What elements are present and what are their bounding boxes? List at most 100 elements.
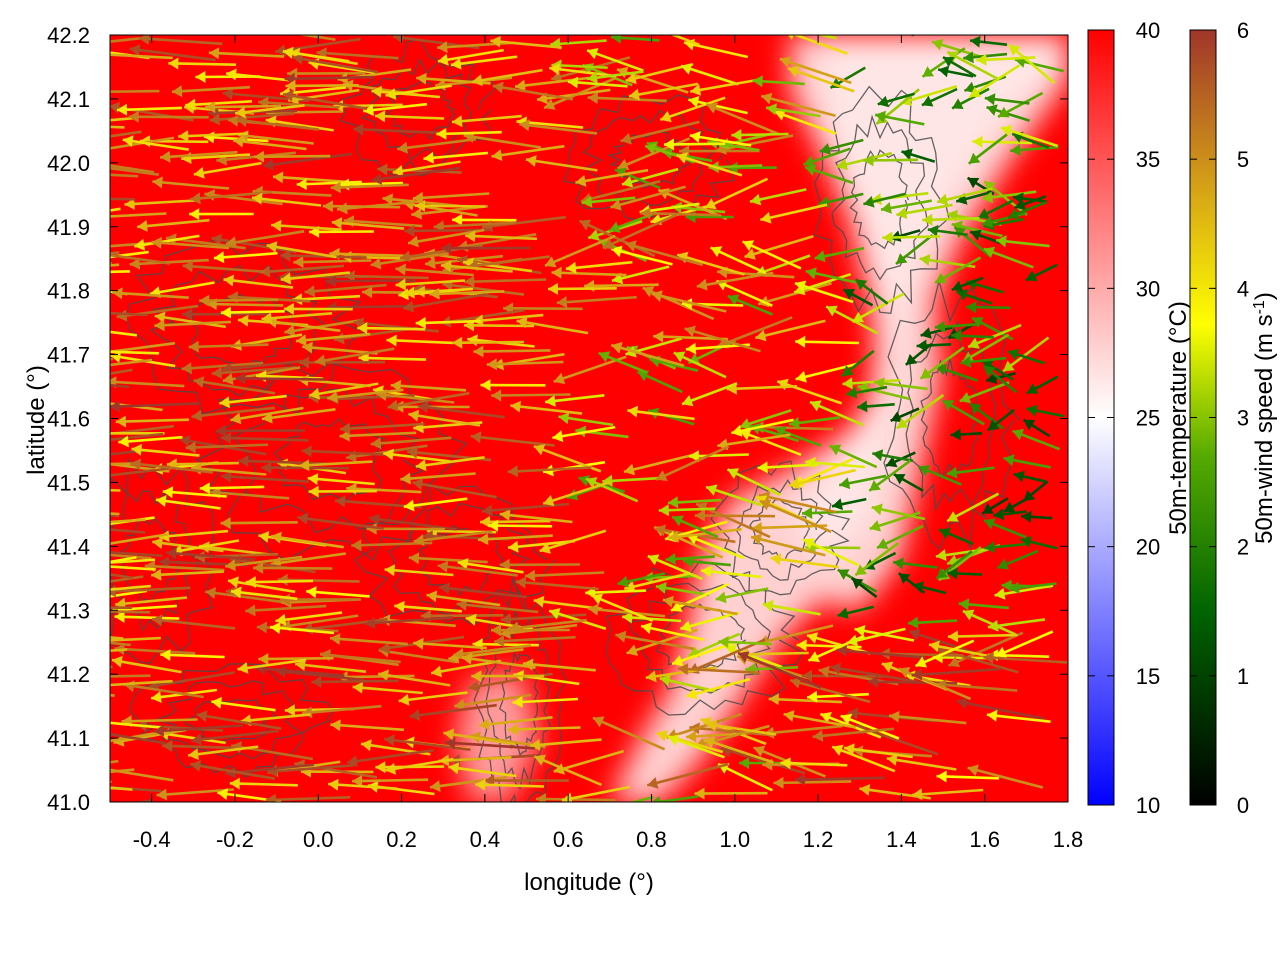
wind-arrow — [253, 150, 331, 163]
wind-arrow — [110, 648, 128, 653]
wind-arrow — [344, 270, 429, 283]
wind-arrow — [759, 499, 832, 533]
contour-line — [582, 109, 715, 207]
wind-arrow — [270, 531, 344, 549]
wind-arrow — [922, 213, 980, 226]
wind-arrow — [535, 793, 616, 802]
wind-arrow — [670, 582, 729, 612]
wind-arrow — [806, 632, 871, 655]
wind-arrow — [199, 294, 279, 307]
colorbar-tick-label: 4 — [1237, 276, 1249, 301]
wind-arrow — [287, 67, 366, 80]
wind-arrow — [807, 690, 869, 703]
wind-arrow — [162, 740, 248, 752]
wind-arrow — [110, 513, 120, 518]
wind-arrow — [275, 666, 365, 682]
wind-arrow — [877, 92, 915, 108]
wind-arrow — [770, 553, 839, 569]
wind-arrow — [843, 743, 913, 759]
wind-arrow — [814, 246, 865, 263]
wind-arrow — [110, 116, 134, 122]
wind-arrow — [617, 572, 666, 588]
wind-arrow — [686, 677, 751, 700]
wind-arrow — [676, 152, 743, 177]
wind-arrow — [452, 213, 517, 226]
wind-arrow — [795, 335, 860, 348]
wind-arrow — [236, 115, 319, 131]
wind-arrow — [471, 670, 545, 683]
wind-arrow — [1003, 454, 1051, 469]
wind-arrow — [327, 388, 404, 403]
wind-arrow — [816, 35, 837, 40]
wind-arrow — [284, 72, 375, 85]
wind-arrow — [969, 402, 1005, 430]
wind-arrow — [112, 287, 189, 300]
wind-arrow — [760, 92, 836, 117]
wind-arrow — [299, 459, 373, 472]
wind-arrow — [211, 366, 296, 379]
wind-arrow — [983, 180, 1028, 216]
wind-arrow — [960, 356, 1007, 368]
wind-arrow — [739, 429, 802, 457]
colorbar-tick-label: 15 — [1136, 664, 1160, 689]
y-tick-label: 42.2 — [47, 23, 90, 48]
wind-arrow — [659, 674, 716, 693]
wind-arrow — [956, 289, 993, 305]
wind-arrow — [658, 504, 716, 517]
wind-arrow — [780, 757, 848, 770]
wind-arrow — [893, 557, 938, 570]
wind-arrow — [873, 377, 928, 391]
wind-arrow — [110, 270, 130, 274]
wind-speed-colorbar: 0 1 2 3 4 5 6 50m-wind speed (m s-1) — [1189, 18, 1278, 818]
wind-arrow — [868, 459, 912, 492]
wind-arrow — [610, 342, 685, 368]
wind-arrow — [997, 91, 1044, 119]
wind-arrow — [705, 484, 762, 507]
wind-arrow — [841, 349, 875, 378]
wind-arrow — [377, 163, 462, 176]
wind-arrow — [370, 436, 452, 450]
wind-arrow — [225, 555, 303, 572]
wind-arrow — [491, 389, 571, 402]
wind-arrow — [783, 710, 857, 729]
wind-arrow — [677, 663, 761, 676]
wind-arrow — [193, 376, 276, 395]
wind-arrow — [757, 461, 819, 474]
wind-arrow — [271, 219, 342, 232]
wind-arrow — [110, 759, 119, 764]
wind-arrow — [715, 587, 769, 604]
wind-arrow — [392, 160, 461, 177]
wind-arrow — [1014, 195, 1047, 210]
temperature-field — [110, 35, 1068, 802]
wind-arrow — [229, 777, 298, 790]
wind-arrow — [465, 230, 538, 243]
wind-arrow — [1007, 200, 1047, 220]
wind-arrow — [110, 253, 170, 265]
wind-arrow — [293, 256, 372, 268]
wind-arrow — [282, 46, 350, 63]
wind-arrow — [1022, 480, 1049, 503]
wind-arrow — [507, 465, 592, 478]
wind-speed-title-end: ) — [1251, 292, 1278, 300]
colorbar-tick-label: 6 — [1237, 18, 1249, 43]
wind-arrow — [539, 529, 607, 554]
wind-arrow — [110, 636, 124, 640]
wind-arrow — [188, 340, 269, 353]
wind-arrow — [1026, 404, 1065, 418]
wind-arrow — [110, 197, 135, 201]
wind-arrow — [838, 474, 887, 490]
wind-arrow — [958, 598, 1009, 611]
wind-arrow — [986, 709, 1051, 723]
wind-arrow — [893, 473, 924, 492]
wind-arrow — [936, 770, 1000, 783]
wind-arrow — [946, 466, 995, 479]
wind-arrow — [314, 347, 395, 367]
wind-arrow — [967, 764, 1044, 789]
wind-arrow — [684, 325, 761, 353]
colorbar-tick-label: 35 — [1136, 147, 1160, 172]
wind-arrow — [640, 622, 705, 642]
contour-line — [273, 418, 386, 502]
wind-arrow — [863, 192, 906, 208]
wind-arrow — [110, 573, 133, 580]
wind-arrow — [919, 346, 965, 380]
